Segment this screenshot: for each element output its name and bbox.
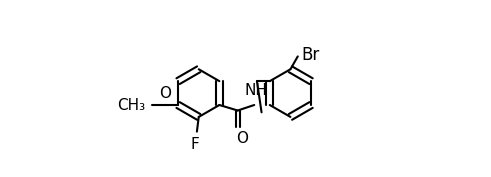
Text: O: O	[236, 131, 248, 146]
Text: O: O	[159, 86, 171, 101]
Text: Br: Br	[301, 45, 320, 64]
Text: F: F	[191, 137, 199, 152]
Text: NH: NH	[245, 83, 268, 98]
Text: CH₃: CH₃	[117, 98, 145, 113]
